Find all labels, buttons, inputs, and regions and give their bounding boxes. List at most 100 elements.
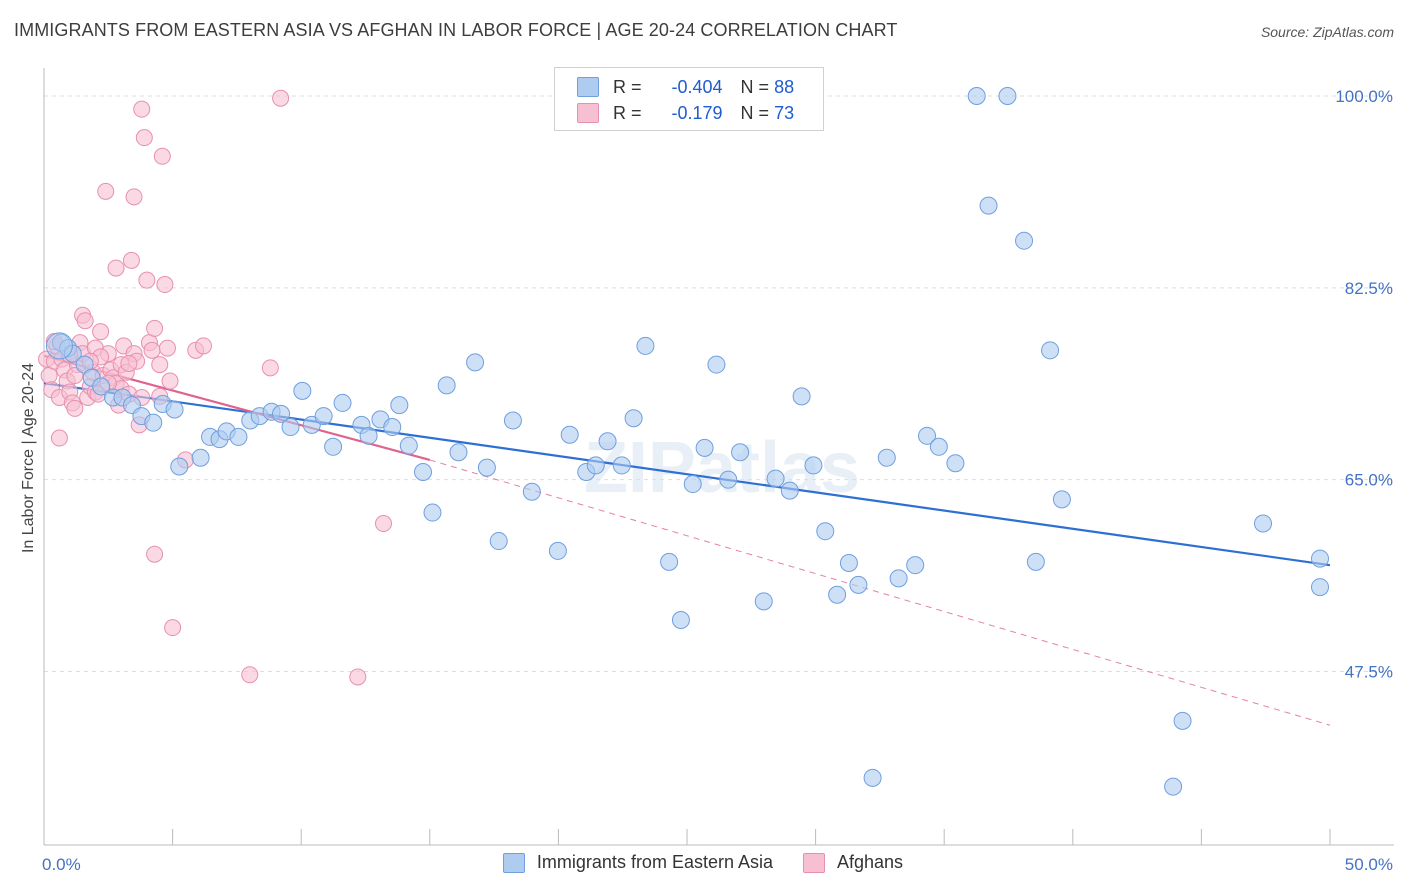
afghans-point xyxy=(40,367,58,385)
eastern-asia-point xyxy=(929,437,948,456)
eastern-asia-point xyxy=(324,437,343,456)
data-points xyxy=(38,87,1329,796)
eastern-asia-point xyxy=(979,196,998,215)
legend-n-label: N = xyxy=(740,76,770,97)
eastern-asia-point xyxy=(612,456,631,475)
eastern-asia-point xyxy=(792,387,811,406)
afghans-point xyxy=(107,259,125,277)
x-tick-label: 50.0% xyxy=(1345,855,1393,874)
eastern-asia-point xyxy=(560,425,579,444)
eastern-asia-point xyxy=(423,503,442,522)
x-tick-label: 0.0% xyxy=(42,855,81,874)
eastern-asia-point xyxy=(683,475,702,494)
eastern-asia-point xyxy=(624,409,643,428)
eastern-asia-point xyxy=(839,553,858,572)
legend-row-afghans: R = -0.179 N = 73 xyxy=(577,101,794,125)
series-legend-label: Immigrants from Eastern Asia xyxy=(536,852,773,872)
series-legend-item-eastern-asia: Immigrants from Eastern Asia xyxy=(502,852,773,873)
eastern-asia-point xyxy=(707,355,726,374)
eastern-asia-point xyxy=(586,456,605,475)
eastern-asia-point xyxy=(1311,549,1329,568)
afghans-point xyxy=(133,100,151,118)
eastern-asia-point xyxy=(414,462,433,481)
eastern-asia-point xyxy=(636,336,655,355)
eastern-asia-point xyxy=(816,522,835,541)
y-axis-title: In Labor Force | Age 20-24 xyxy=(20,363,37,553)
trend-line-afghans-extended xyxy=(429,459,1331,726)
afghans-point xyxy=(349,668,367,686)
eastern-asia-point xyxy=(863,768,882,787)
eastern-asia-point xyxy=(390,396,409,415)
legend-r-label: R = xyxy=(613,76,642,97)
series-swatch-blue xyxy=(502,852,525,873)
afghans-point xyxy=(143,341,161,359)
y-tick-label: 47.5% xyxy=(1345,663,1393,682)
afghans-point xyxy=(66,367,84,385)
eastern-asia-point xyxy=(906,556,925,575)
eastern-asia-point xyxy=(229,427,248,446)
eastern-asia-point xyxy=(598,432,617,451)
afghans-point xyxy=(194,337,212,355)
legend-r-value: -0.179 xyxy=(671,102,723,123)
eastern-asia-point xyxy=(660,552,679,571)
eastern-asia-point xyxy=(1254,514,1273,533)
eastern-asia-point xyxy=(671,610,690,629)
eastern-asia-point xyxy=(1026,552,1045,571)
afghans-point xyxy=(164,619,182,637)
afghans-point xyxy=(50,429,68,447)
legend-row-eastern-asia: R = -0.404 N = 88 xyxy=(577,75,794,99)
legend-n-label: N = xyxy=(740,102,770,123)
chart-title: IMMIGRANTS FROM EASTERN ASIA VS AFGHAN I… xyxy=(14,20,898,40)
afghans-point xyxy=(66,399,84,417)
eastern-asia-point xyxy=(1041,341,1060,360)
series-legend: Immigrants from Eastern Asia Afghans xyxy=(0,852,1406,873)
eastern-asia-point xyxy=(45,332,73,360)
legend-r-label: R = xyxy=(613,102,642,123)
eastern-asia-point xyxy=(766,469,785,488)
eastern-asia-point xyxy=(548,541,567,560)
legend-n-value: 73 xyxy=(774,102,795,123)
eastern-asia-point xyxy=(314,407,333,426)
correlation-legend: R = -0.404 N = 88 R = -0.179 N = 73 xyxy=(554,67,824,131)
afghans-point xyxy=(375,515,393,533)
eastern-asia-point xyxy=(399,436,418,455)
eastern-asia-point xyxy=(1173,711,1192,730)
eastern-asia-point xyxy=(1015,231,1034,250)
afghans-point xyxy=(146,545,164,563)
eastern-asia-point xyxy=(731,443,750,462)
eastern-asia-point xyxy=(191,448,210,467)
series-legend-item-afghans: Afghans xyxy=(803,852,903,873)
eastern-asia-point xyxy=(144,413,163,432)
afghans-point xyxy=(161,372,179,390)
eastern-asia-point xyxy=(165,400,184,419)
afghans-point xyxy=(138,271,156,289)
afghans-point xyxy=(241,666,259,684)
eastern-asia-point xyxy=(522,482,541,501)
afghans-point xyxy=(120,354,138,372)
grid-lines xyxy=(44,95,1394,672)
afghans-point xyxy=(272,89,290,107)
eastern-asia-point xyxy=(383,418,402,437)
eastern-asia-point xyxy=(780,481,799,500)
y-tick-label: 100.0% xyxy=(1335,87,1393,106)
eastern-asia-point xyxy=(998,87,1017,105)
afghans-point xyxy=(146,319,164,337)
eastern-asia-point xyxy=(1164,777,1183,796)
afghans-point xyxy=(156,276,174,294)
eastern-asia-point xyxy=(849,575,868,594)
eastern-asia-point xyxy=(877,448,896,467)
eastern-asia-point xyxy=(503,411,522,430)
eastern-asia-point xyxy=(695,438,714,457)
source-label: Source: ZipAtlas.com xyxy=(1260,24,1394,40)
afghans-point xyxy=(122,251,140,269)
eastern-asia-point xyxy=(281,418,300,437)
y-tick-label: 82.5% xyxy=(1345,279,1393,298)
eastern-asia-point xyxy=(889,569,908,588)
series-legend-label: Afghans xyxy=(837,852,904,872)
afghans-point xyxy=(261,359,279,377)
eastern-asia-point xyxy=(828,585,847,604)
eastern-asia-point xyxy=(477,458,496,477)
afghans-point xyxy=(153,147,171,165)
eastern-asia-point xyxy=(170,457,189,476)
eastern-asia-point xyxy=(967,87,986,105)
